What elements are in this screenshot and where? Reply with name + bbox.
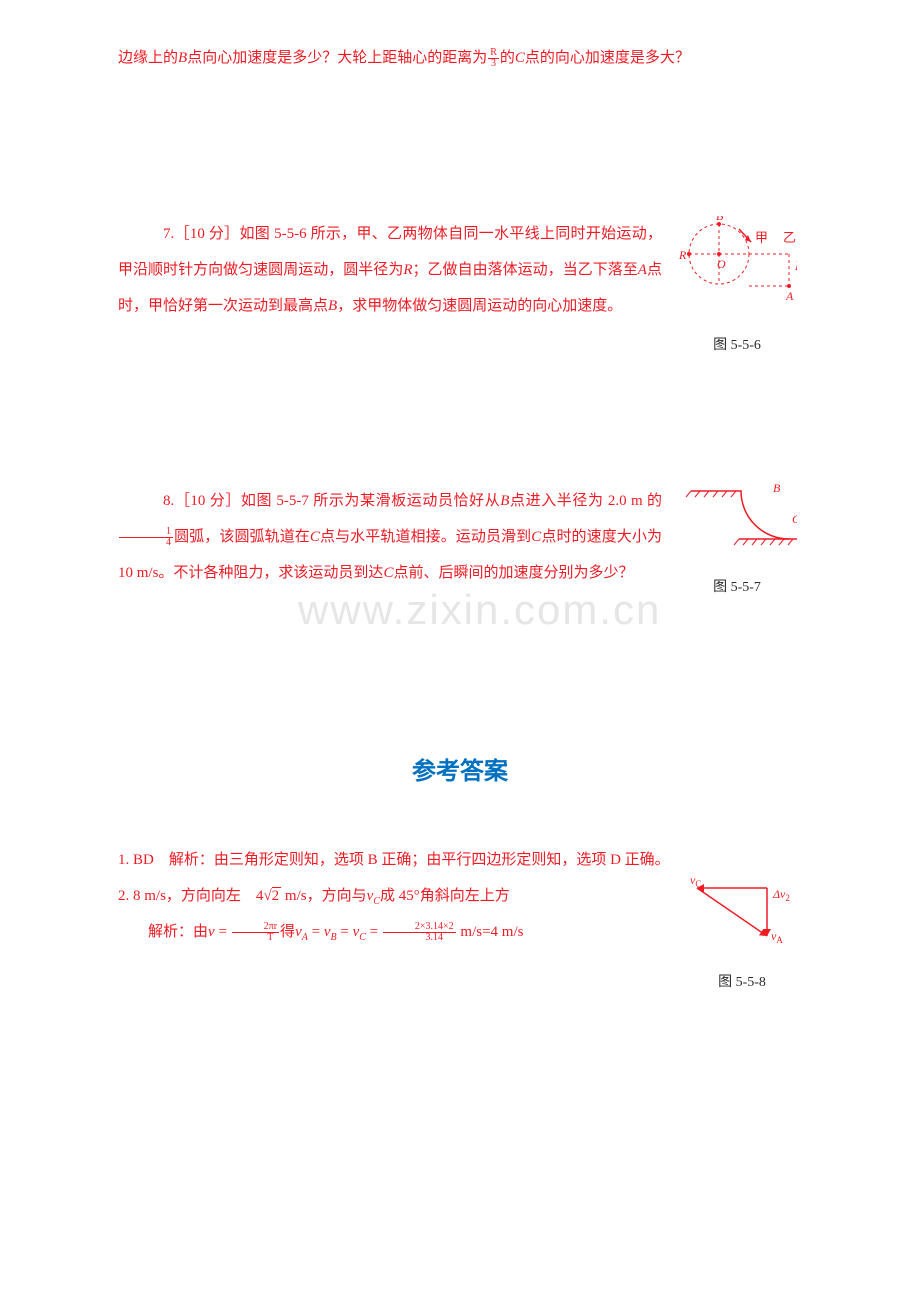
fig-5-5-6-caption: 图 5-5-6 [672,329,802,363]
answer-1: 1. BD 解析：由三角形定则知，选项 B 正确；由平行四边形定则知，选项 D … [118,842,802,878]
q8-block: BC 图 5-5-7 8.［10 分］如图 5-5-7 所示为某滑板运动员恰好从… [118,483,802,605]
answer-2-block: vCvAΔv2 图 5-5-8 2. 8 m/s，方向向左 42 m/s，方向与… [118,878,802,1000]
q7-text: 7.［10 分］如图 5-5-6 所示，甲、乙两物体自同一水平线上同时开始运动，… [118,216,802,324]
q6-tail: 边缘上的B点向心加速度是多少？大轮上距轴心的距离为R3的C点的向心加速度是多大？ [118,40,802,76]
fig-5-5-8-caption: 图 5-5-8 [682,966,802,1000]
answer-2-line1: 2. 8 m/s，方向向左 42 m/s，方向与vC成 45°角斜向左上方 [118,878,802,914]
answer-2-line2: 解析：由v = 2πrT得vA = vB = vC = 2×3.14×23.14… [118,914,802,950]
answers-title: 参考答案 [118,744,802,802]
q7-block: ORBA甲乙R 图 5-5-6 7.［10 分］如图 5-5-6 所示，甲、乙两… [118,216,802,363]
page-content: www.zixin.com.cn 边缘上的B点向心加速度是多少？大轮上距轴心的距… [118,40,802,999]
q8-text: 8.［10 分］如图 5-5-7 所示为某滑板运动员恰好从B点进入半径为 2.0… [118,483,802,591]
